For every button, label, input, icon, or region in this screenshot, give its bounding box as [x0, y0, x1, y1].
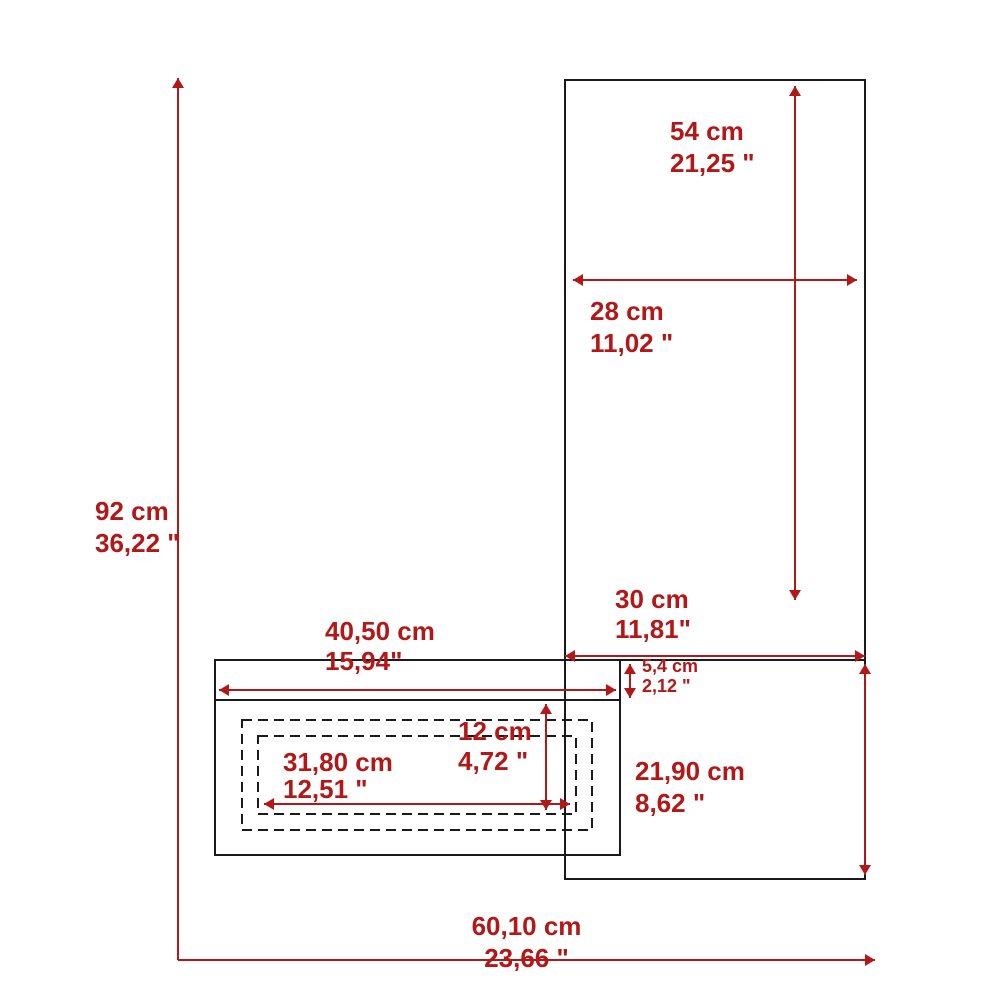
dim-din-w-in: 12,51 " [283, 774, 368, 804]
drawing-element [172, 78, 184, 88]
dim-upper-iw-in: 11,02 " [590, 328, 673, 358]
drawing-element [624, 664, 636, 674]
dim-din-w-cm: 31,80 cm [283, 747, 393, 777]
dim-upper-h-in: 21,25 " [670, 148, 755, 178]
drawing-element [859, 865, 871, 875]
dim-gap-in: 2,12 " [642, 676, 691, 696]
drawing-element [606, 684, 616, 696]
dim-lower-h-cm: 21,90 cm [635, 756, 745, 786]
dim-drawer-w-cm: 40,50 cm [325, 616, 435, 646]
dim-width-cm: 60,10 cm [472, 911, 582, 941]
drawing-element [219, 684, 229, 696]
dim-drawer-w-in: 15,94" [325, 646, 402, 676]
dim-height-in: 36,22 " [95, 528, 180, 558]
dim-gap-cm: 5,4 cm [642, 656, 698, 676]
drawing-element [865, 954, 875, 966]
dim-upper-ow-cm: 30 cm [615, 584, 689, 614]
dim-height-cm: 92 cm [95, 496, 169, 526]
dim-din-h-cm: 12 cm [458, 716, 532, 746]
drawing-element [540, 704, 552, 714]
dim-upper-iw-cm: 28 cm [590, 296, 664, 326]
drawing-element [859, 664, 871, 674]
dim-upper-ow-in: 11,81" [615, 614, 691, 644]
dim-din-h-in: 4,72 " [458, 746, 528, 776]
dim-width-in: 23,66 " [484, 943, 569, 973]
dim-lower-h-in: 8,62 " [635, 788, 705, 818]
drawing-element [847, 274, 857, 286]
drawing-element [789, 590, 801, 600]
drawing-element [264, 798, 274, 810]
dim-upper-h-cm: 54 cm [670, 116, 744, 146]
drawing-element [789, 86, 801, 96]
drawing-element [624, 688, 636, 698]
drawing-element [573, 274, 583, 286]
